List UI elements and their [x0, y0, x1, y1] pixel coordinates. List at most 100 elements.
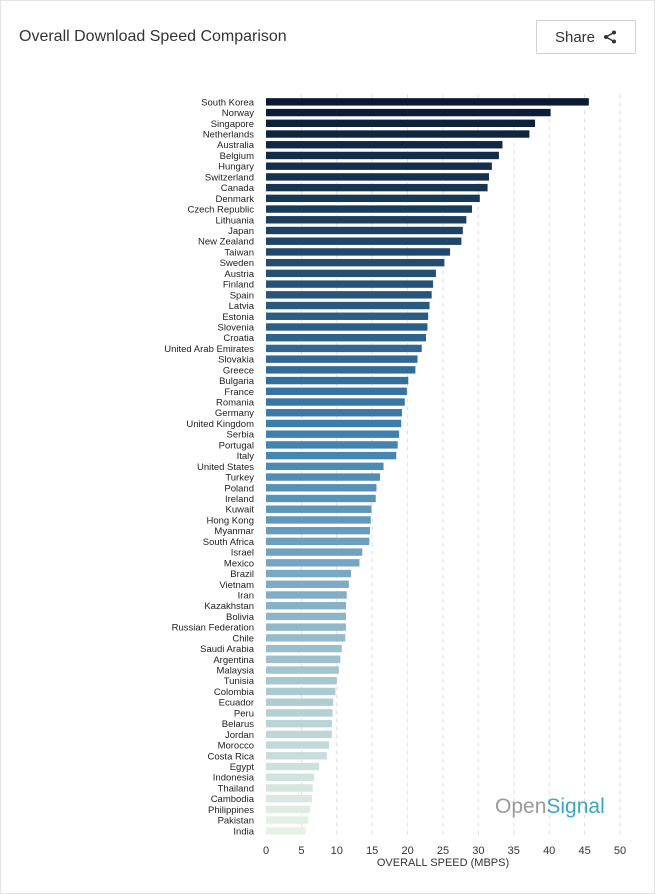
bar[interactable] — [266, 794, 313, 803]
category-label: Turkey — [225, 473, 254, 484]
category-label: Iran — [238, 590, 254, 601]
bar[interactable] — [266, 291, 432, 299]
bar[interactable] — [266, 805, 310, 814]
bar[interactable] — [266, 323, 428, 331]
bar[interactable] — [266, 409, 402, 417]
bar[interactable] — [266, 752, 327, 760]
bar[interactable] — [266, 312, 429, 320]
bar[interactable] — [266, 494, 376, 503]
bar[interactable] — [266, 205, 473, 213]
bar[interactable] — [266, 162, 492, 170]
bar[interactable] — [266, 441, 398, 449]
bar[interactable] — [266, 591, 347, 599]
bar[interactable] — [266, 580, 349, 588]
bar[interactable] — [266, 430, 400, 438]
bar[interactable] — [266, 505, 372, 513]
bar[interactable] — [266, 569, 351, 578]
category-label: Netherlands — [203, 130, 254, 141]
bar[interactable] — [266, 655, 341, 663]
bar[interactable] — [266, 687, 336, 696]
share-icon — [604, 30, 617, 44]
category-label: Hungary — [218, 162, 254, 173]
category-label: Vietnam — [219, 580, 254, 591]
bar[interactable] — [266, 258, 445, 267]
bar[interactable] — [266, 366, 416, 374]
category-label: Costa Rica — [208, 751, 255, 762]
bar[interactable] — [266, 141, 503, 149]
bar[interactable] — [266, 548, 363, 556]
bar[interactable] — [266, 226, 463, 235]
bar[interactable] — [266, 194, 480, 203]
bar[interactable] — [266, 709, 333, 717]
bar[interactable] — [266, 130, 530, 138]
bar[interactable] — [266, 784, 313, 792]
bar[interactable] — [266, 473, 380, 481]
bar[interactable] — [266, 666, 339, 674]
x-tick-label: 45 — [578, 845, 590, 857]
bar[interactable] — [266, 387, 407, 395]
bar[interactable] — [266, 183, 488, 192]
bar[interactable] — [266, 151, 499, 160]
bar[interactable] — [266, 376, 409, 385]
bar[interactable] — [266, 634, 346, 642]
bar[interactable] — [266, 741, 330, 749]
bar[interactable] — [266, 677, 337, 685]
bar[interactable] — [266, 612, 347, 621]
bar[interactable] — [266, 451, 397, 460]
x-tick-label: 40 — [543, 845, 555, 857]
bar[interactable] — [266, 301, 430, 310]
bar[interactable] — [266, 602, 347, 610]
bar[interactable] — [266, 827, 306, 835]
bar[interactable] — [266, 344, 422, 353]
category-label: Italy — [237, 451, 255, 462]
bar[interactable] — [266, 623, 347, 631]
bar[interactable] — [266, 216, 467, 224]
category-label: Brazil — [230, 569, 254, 580]
category-label: Estonia — [222, 312, 254, 323]
bar[interactable] — [266, 173, 490, 181]
bar[interactable] — [266, 516, 371, 524]
bar[interactable] — [266, 698, 334, 706]
bar[interactable] — [266, 355, 418, 363]
category-label: Lithuania — [215, 215, 254, 226]
bar[interactable] — [266, 248, 451, 256]
bar[interactable] — [266, 730, 332, 739]
x-tick-label: 30 — [472, 845, 484, 857]
bar[interactable] — [266, 484, 377, 492]
category-label: Switzerland — [205, 172, 254, 183]
bar[interactable] — [266, 237, 462, 245]
bar[interactable] — [266, 269, 436, 278]
page-title: Overall Download Speed Comparison — [19, 28, 287, 45]
bar[interactable] — [266, 280, 434, 288]
bar[interactable] — [266, 98, 589, 106]
category-label: Poland — [224, 483, 254, 494]
bar[interactable] — [266, 119, 536, 127]
category-label: Portugal — [219, 440, 254, 451]
bar[interactable] — [266, 398, 405, 406]
bar[interactable] — [266, 462, 384, 471]
category-label: Greece — [223, 365, 254, 376]
category-label: Morocco — [218, 741, 254, 752]
category-label: Canada — [221, 183, 255, 194]
bar[interactable] — [266, 773, 315, 781]
bar[interactable] — [266, 719, 332, 728]
category-label: Spain — [230, 290, 254, 301]
bar[interactable] — [266, 334, 427, 342]
bar[interactable] — [266, 762, 320, 771]
category-labels: South KoreaNorwaySingaporeNetherlandsAus… — [164, 97, 254, 837]
category-label: Bolivia — [226, 612, 255, 623]
x-tick-label: 0 — [263, 845, 269, 857]
bar[interactable] — [266, 526, 371, 535]
bar[interactable] — [266, 816, 309, 824]
x-tick-labels: 0 5 10 15 20 25 30 35 40 45 50 — [263, 845, 626, 857]
category-label: Belarus — [222, 719, 254, 730]
category-label: Kuwait — [225, 505, 254, 516]
category-label: United Kingdom — [186, 419, 254, 430]
bar[interactable] — [266, 537, 370, 546]
bar[interactable] — [266, 108, 551, 117]
share-button[interactable]: Share — [536, 20, 636, 54]
bar[interactable] — [266, 644, 342, 653]
bar[interactable] — [266, 559, 360, 567]
category-label: Jordan — [225, 730, 254, 741]
bar[interactable] — [266, 419, 402, 428]
